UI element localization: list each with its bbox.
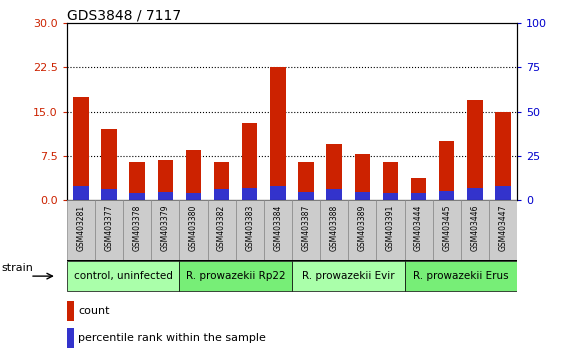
Bar (67, 328, 74, 348)
Bar (270, 186, 286, 200)
Bar (298, 162, 314, 200)
Text: GSM403379: GSM403379 (161, 205, 170, 251)
Bar (270, 67, 286, 200)
Bar (292, 200, 320, 260)
Text: GSM403444: GSM403444 (414, 205, 423, 251)
Bar (157, 160, 173, 200)
Bar (151, 200, 180, 260)
Bar (495, 186, 511, 200)
Bar (186, 150, 201, 200)
Bar (67, 261, 180, 291)
Text: GSM403382: GSM403382 (217, 205, 226, 251)
Bar (433, 200, 461, 260)
Text: GSM403281: GSM403281 (76, 205, 85, 251)
Bar (67, 301, 74, 321)
Bar (123, 200, 151, 260)
Bar (180, 200, 207, 260)
Text: GSM403391: GSM403391 (386, 205, 395, 251)
Bar (439, 141, 454, 200)
Text: GSM403445: GSM403445 (442, 205, 451, 251)
Text: GSM403378: GSM403378 (132, 205, 142, 251)
Bar (348, 200, 376, 260)
Bar (264, 200, 292, 260)
Bar (130, 193, 145, 200)
Bar (130, 162, 145, 200)
Bar (467, 100, 483, 200)
Bar (180, 261, 292, 291)
Text: GSM403383: GSM403383 (245, 205, 254, 251)
Text: GSM403389: GSM403389 (358, 205, 367, 251)
Bar (73, 97, 89, 200)
Bar (207, 200, 236, 260)
Text: percentile rank within the sample: percentile rank within the sample (78, 333, 266, 343)
Text: GSM403387: GSM403387 (302, 205, 310, 251)
Text: control, uninfected: control, uninfected (74, 271, 173, 281)
Bar (320, 200, 348, 260)
Bar (73, 186, 89, 200)
Text: R. prowazekii Evir: R. prowazekii Evir (302, 271, 394, 281)
Bar (404, 261, 517, 291)
Bar (411, 178, 426, 200)
Text: GSM403388: GSM403388 (329, 205, 339, 251)
Text: count: count (78, 306, 110, 316)
Bar (376, 200, 404, 260)
Text: GDS3848 / 7117: GDS3848 / 7117 (67, 9, 181, 23)
Bar (157, 192, 173, 200)
Bar (495, 112, 511, 200)
Text: GSM403380: GSM403380 (189, 205, 198, 251)
Bar (292, 261, 404, 291)
Text: GSM403384: GSM403384 (274, 205, 282, 251)
Bar (298, 192, 314, 200)
Bar (242, 188, 257, 200)
Bar (186, 193, 201, 200)
Bar (404, 200, 433, 260)
Bar (101, 189, 117, 200)
Text: R. prowazekii Erus: R. prowazekii Erus (413, 271, 508, 281)
Text: GSM403447: GSM403447 (498, 205, 508, 251)
Bar (327, 144, 342, 200)
Bar (383, 193, 398, 200)
Bar (236, 200, 264, 260)
Bar (95, 200, 123, 260)
Text: R. prowazekii Rp22: R. prowazekii Rp22 (186, 271, 285, 281)
Bar (461, 200, 489, 260)
Bar (242, 123, 257, 200)
Bar (354, 192, 370, 200)
Bar (101, 129, 117, 200)
Bar (214, 162, 229, 200)
Bar (411, 193, 426, 200)
Text: GSM403446: GSM403446 (471, 205, 479, 251)
Text: GSM403377: GSM403377 (105, 205, 113, 251)
Bar (67, 200, 95, 260)
Bar (214, 189, 229, 200)
Text: strain: strain (1, 263, 33, 273)
Bar (439, 191, 454, 200)
Bar (327, 188, 342, 200)
Bar (489, 200, 517, 260)
Bar (467, 188, 483, 200)
Bar (354, 154, 370, 200)
Bar (383, 162, 398, 200)
